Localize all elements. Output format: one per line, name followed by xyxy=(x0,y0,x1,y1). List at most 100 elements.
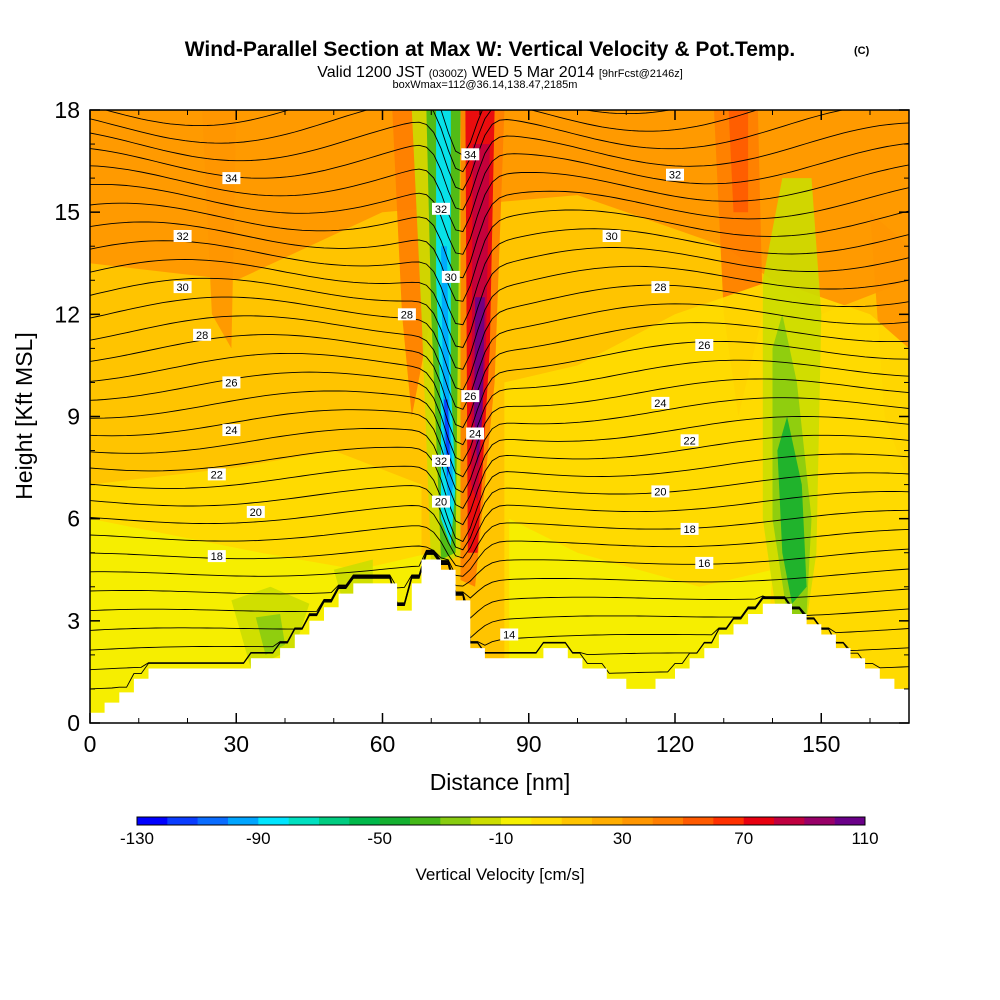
contour-label: 28 xyxy=(397,308,416,321)
colorbar-swatch xyxy=(167,817,198,825)
y-tick-label: 15 xyxy=(54,199,80,225)
y-tick-label: 6 xyxy=(67,506,80,532)
colorbar-swatch xyxy=(713,817,744,825)
contour-label: 24 xyxy=(222,424,241,437)
theta-contour-line xyxy=(90,284,909,391)
y-tick-label: 3 xyxy=(67,608,80,634)
colorbar-frame xyxy=(136,816,866,826)
y-tick-label: 12 xyxy=(54,301,80,327)
colorbar-tick-label: -50 xyxy=(367,829,392,848)
x-axis-label: Distance [nm] xyxy=(430,769,571,795)
theta-contour-line xyxy=(90,340,909,446)
x-tick-label: 30 xyxy=(223,731,249,757)
chart-title-suffix: (C) xyxy=(854,45,870,57)
colorbar-swatch xyxy=(470,817,502,825)
colorbar-tick-label: 110 xyxy=(851,829,878,848)
contour-label: 26 xyxy=(461,390,480,403)
theta-contour-line xyxy=(90,550,909,599)
colorbar-tick-label: 30 xyxy=(613,829,632,848)
theta-contour-line xyxy=(90,164,909,255)
contour-label-text: 32 xyxy=(435,456,447,468)
theta-contour-line xyxy=(90,491,909,559)
theta-contour-line xyxy=(90,434,909,526)
contour-label: 32 xyxy=(666,168,684,182)
colorbar-swatch xyxy=(379,817,411,825)
contour-label-text: 20 xyxy=(250,507,262,519)
contour-label: 30 xyxy=(441,270,460,284)
contour-label-text: 16 xyxy=(698,558,710,570)
contour-label-text: 26 xyxy=(225,377,237,389)
field-orange-left-col xyxy=(202,110,237,349)
field-orange-upper xyxy=(90,110,909,315)
contour-label-text: 26 xyxy=(698,340,710,352)
theta-contour-line xyxy=(90,247,909,349)
colorbar-swatch xyxy=(197,817,229,825)
contour-label: 22 xyxy=(207,468,226,481)
theta-contour-line xyxy=(90,142,909,233)
colorbar-swatch xyxy=(288,817,320,825)
colorbar-swatch xyxy=(501,817,532,825)
x-tick-label: 0 xyxy=(84,731,97,757)
colorbar-tick-label: -90 xyxy=(246,829,271,848)
terrain-mask xyxy=(90,559,909,723)
contour-label: 26 xyxy=(695,339,714,352)
colorbar-tick-label: -130 xyxy=(120,829,154,848)
contour-label-text: 32 xyxy=(435,204,447,216)
colorbar: -130 -90 -50 -10 30 70 110 xyxy=(120,816,879,848)
contour-label: 32 xyxy=(432,202,450,216)
colorbar-tick-label: -10 xyxy=(489,829,514,848)
contour-label: 28 xyxy=(651,281,670,294)
colorbar-swatch xyxy=(834,817,866,825)
y-tick-label: 0 xyxy=(67,710,80,736)
field-blue-main xyxy=(441,246,454,512)
axes: 0 30 60 90 120 150 0 3 6 9 12 15 18 xyxy=(54,97,909,757)
theta-contour-line xyxy=(90,553,909,671)
contour-label: 32 xyxy=(432,454,450,468)
contour-label: 26 xyxy=(222,376,241,389)
theta-contour-line xyxy=(90,528,909,577)
theta-contour-line xyxy=(90,378,909,478)
theta-contour-line xyxy=(90,322,909,429)
theta-contour-line xyxy=(90,303,909,410)
contour-label: 16 xyxy=(695,556,714,570)
y-tick-label: 9 xyxy=(67,404,80,430)
theta-contour-line xyxy=(90,397,909,494)
colorbar-swatch xyxy=(592,817,623,825)
colorbar-swatch xyxy=(683,817,714,825)
plot-area xyxy=(90,110,909,723)
contour-label: 18 xyxy=(207,550,226,563)
contour-label-text: 22 xyxy=(211,469,223,481)
theta-contour-line xyxy=(90,472,909,551)
theta-contour-line xyxy=(90,551,909,619)
colorbar-swatch xyxy=(410,817,441,825)
contour-label: 30 xyxy=(602,230,621,243)
contour-label: 20 xyxy=(651,485,670,498)
contour-label-text: 32 xyxy=(669,170,681,182)
contour-label: 18 xyxy=(680,522,699,536)
contour-label-text: 34 xyxy=(225,173,237,185)
contour-labels: 34 32 30 28 26 24 22 20 18 28 32 30 34 26 24 32 20 14 32 30… xyxy=(173,148,714,642)
theta-contour-line xyxy=(90,548,909,587)
colorbar-swatch xyxy=(561,817,593,825)
colorbar-swatch xyxy=(258,817,289,825)
contour-label-text: 20 xyxy=(435,497,447,509)
contour-label: 24 xyxy=(651,396,670,410)
colorbar-swatch xyxy=(319,817,350,825)
contour-label: 22 xyxy=(680,434,699,447)
theta-contour-line xyxy=(90,551,909,639)
theta-contour-line xyxy=(90,453,909,543)
contour-label-text: 24 xyxy=(469,429,481,441)
valid-utc: (0300Z) xyxy=(429,68,468,80)
colorbar-swatch xyxy=(137,817,168,825)
contour-label: 34 xyxy=(222,172,241,185)
theta-contour-line xyxy=(90,110,845,191)
contour-label: 30 xyxy=(173,281,192,294)
colorbar-swatch xyxy=(531,817,562,825)
contour-label-text: 30 xyxy=(445,272,457,284)
valid-time-line: Valid 1200 JST (0300Z) WED 5 Mar 2014 [9… xyxy=(317,64,683,81)
colorbar-swatch xyxy=(228,817,259,825)
x-tick-label: 120 xyxy=(656,731,694,757)
valid-prefix: Valid 1200 JST xyxy=(317,64,425,81)
theta-contour-line xyxy=(103,110,672,156)
